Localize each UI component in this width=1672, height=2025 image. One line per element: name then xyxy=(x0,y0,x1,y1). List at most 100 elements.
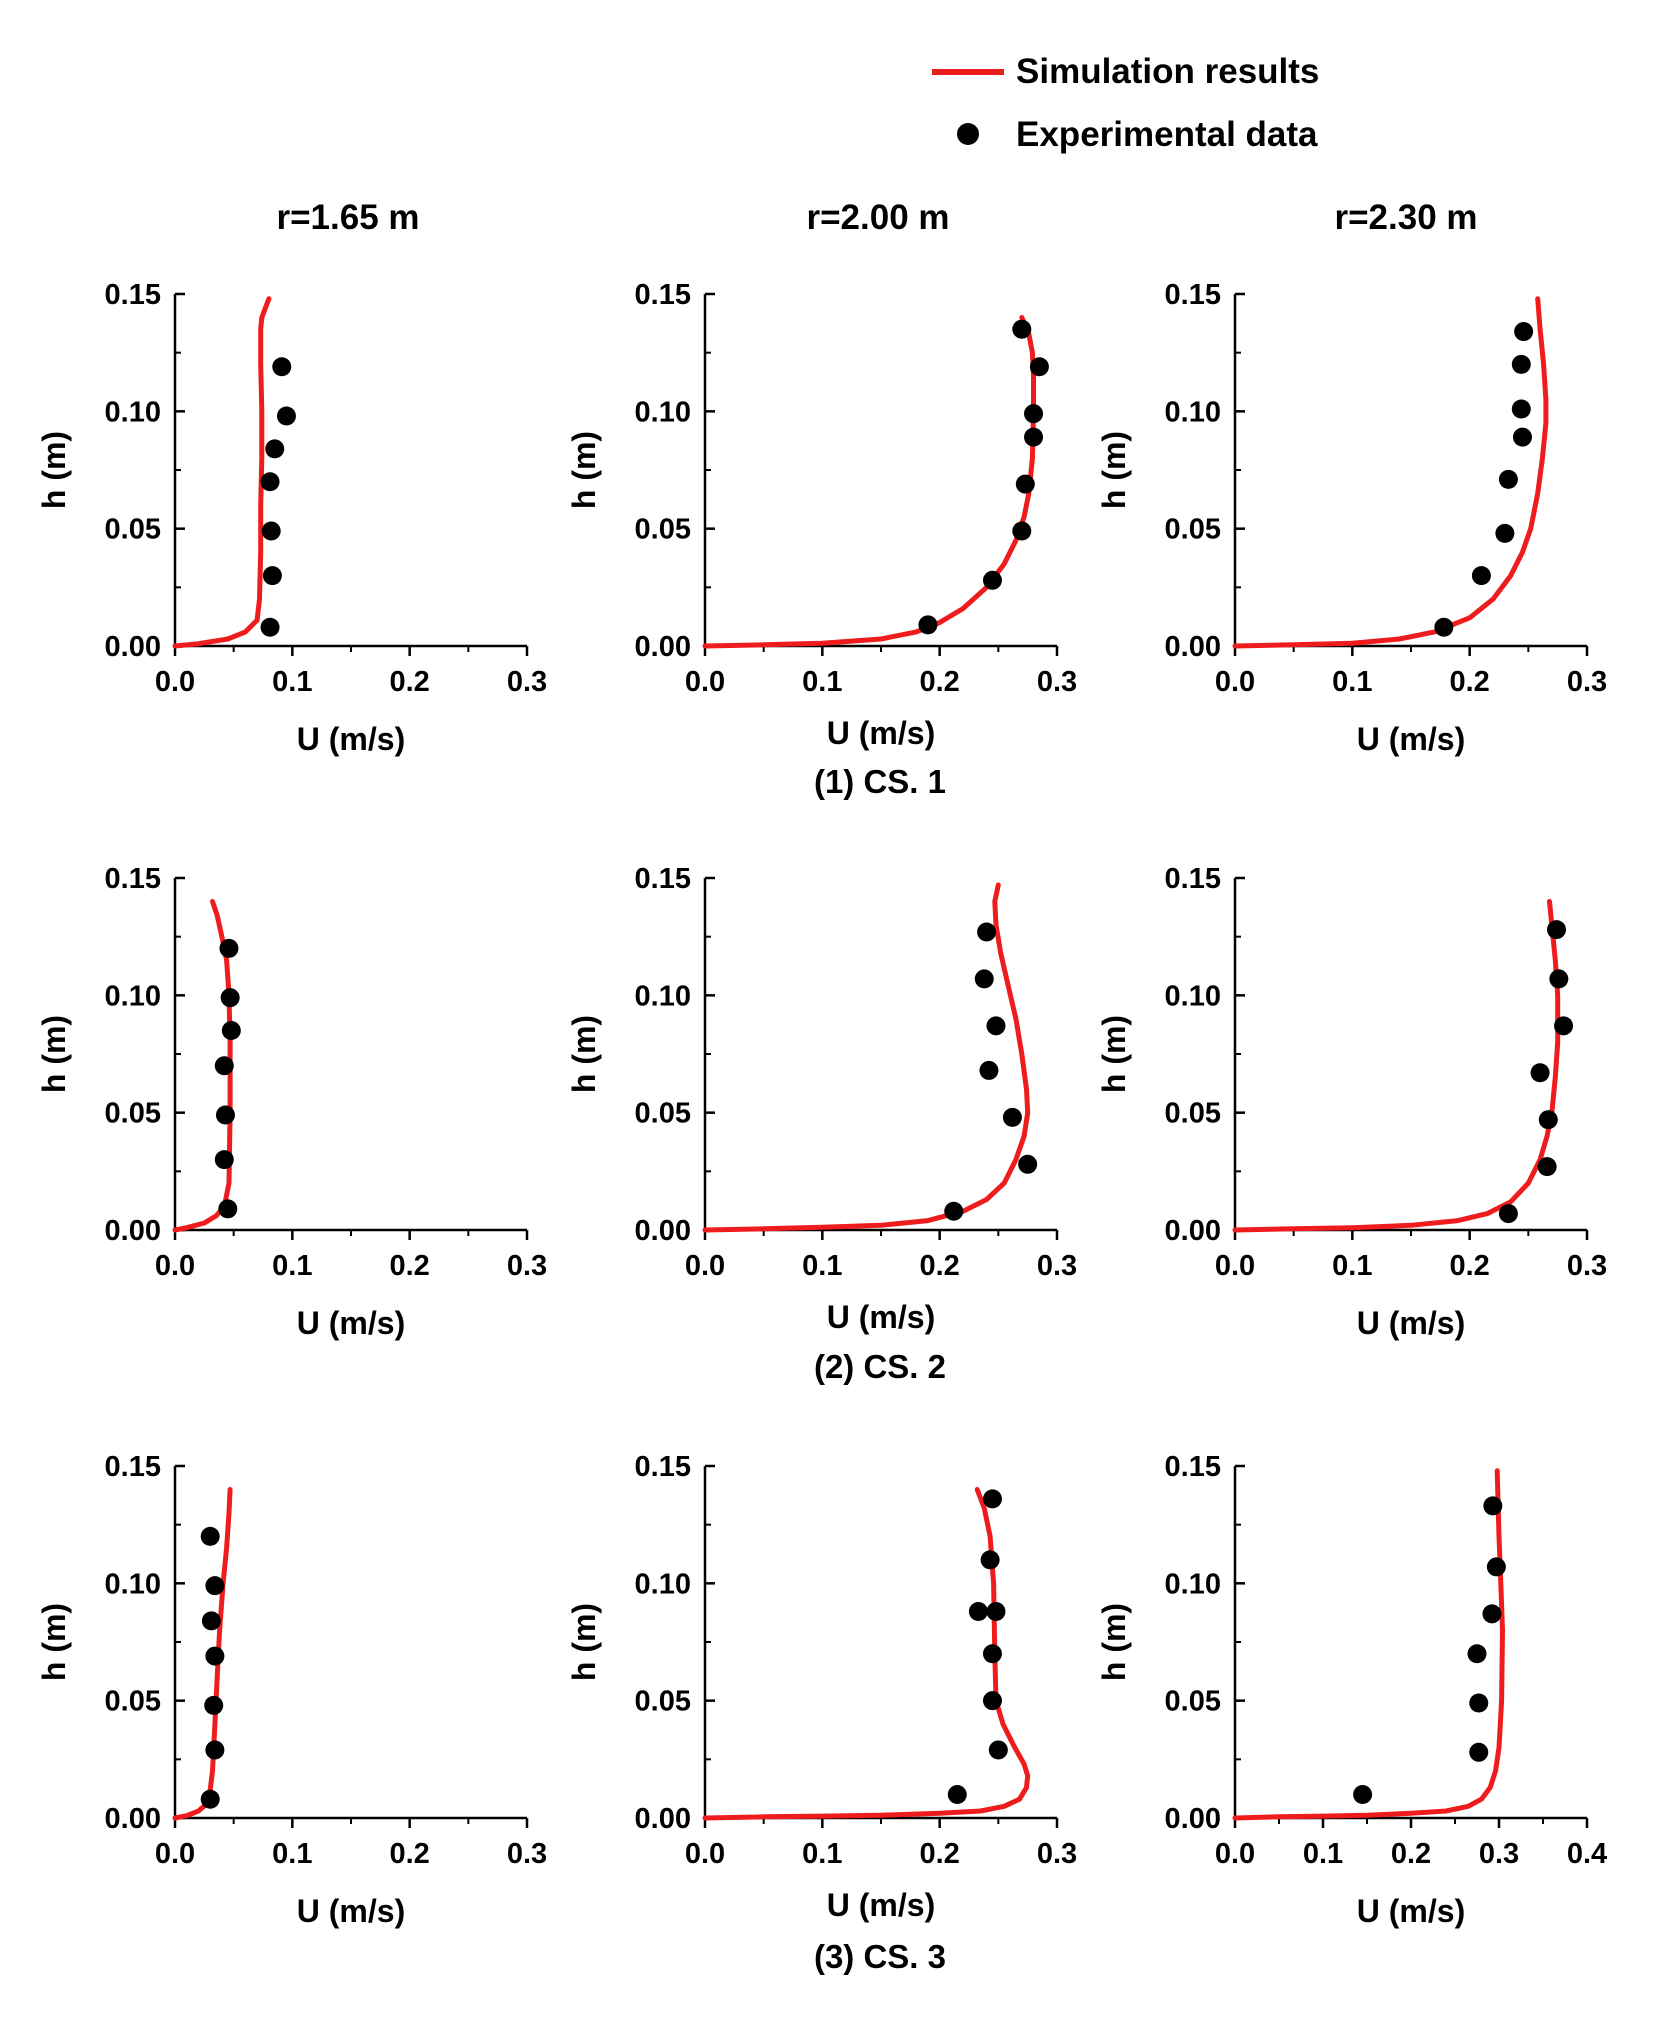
plot-cs3-r165: 0.0 0.1 0.2 0.3 0.00 0.05 0.10 0.15 U (m/s) h (m) xyxy=(36,1451,547,1929)
y-tick-label: 0.10 xyxy=(1165,1568,1221,1600)
experimental-point xyxy=(1012,521,1032,541)
simulation-line xyxy=(702,882,1031,1233)
y-axis-label: h (m) xyxy=(36,431,72,509)
y-tick-label: 0.15 xyxy=(1165,863,1221,895)
experimental-point xyxy=(1434,617,1454,637)
simulation-line xyxy=(172,1487,233,1821)
experimental-point xyxy=(1018,1154,1038,1174)
y-tick-label: 0.00 xyxy=(105,1803,161,1835)
y-tick-label: 0.05 xyxy=(1165,1098,1221,1130)
x-tick-label: 0.1 xyxy=(272,1250,312,1282)
row-caption-cs2: (2) CS. 2 xyxy=(814,1348,946,1385)
y-tick-label: 0.10 xyxy=(635,396,691,428)
x-tick-label: 0.3 xyxy=(1037,666,1077,698)
experimental-point xyxy=(1495,523,1515,543)
experimental-point xyxy=(1471,566,1491,586)
simulation-line xyxy=(1232,296,1549,649)
experimental-point xyxy=(974,969,994,989)
experimental-point xyxy=(204,1695,224,1715)
experimental-point xyxy=(986,1601,1006,1621)
x-tick-label: 0.3 xyxy=(1567,1250,1607,1282)
x-axis-label: U (m/s) xyxy=(297,721,405,757)
y-tick-label: 0.10 xyxy=(635,980,691,1012)
x-tick-label: 0.3 xyxy=(507,666,547,698)
x-tick-label: 0.0 xyxy=(1215,666,1255,698)
y-tick-label: 0.00 xyxy=(635,1803,691,1835)
experimental-point xyxy=(986,1016,1006,1036)
plot-cs3-r230: 0.0 0.1 0.2 0.3 0.4 0.00 0.05 0.10 0.15 U (m/s) h … xyxy=(1096,1451,1607,1929)
x-tick-label: 0.3 xyxy=(1037,1838,1077,1870)
x-tick-label: 0.1 xyxy=(1332,666,1372,698)
x-axis-label: U (m/s) xyxy=(1357,1893,1465,1929)
experimental-point xyxy=(260,617,280,637)
x-axis-label: U (m/s) xyxy=(1357,1305,1465,1341)
experimental-point xyxy=(1002,1107,1022,1127)
experimental-point xyxy=(260,472,280,492)
experimental-point xyxy=(201,1611,221,1631)
y-tick-label: 0.05 xyxy=(1165,1686,1221,1718)
x-tick-label: 0.2 xyxy=(1391,1838,1431,1870)
x-tick-label: 0.3 xyxy=(1037,1250,1077,1282)
experimental-point xyxy=(979,1060,999,1080)
experimental-point xyxy=(215,1105,235,1125)
experimental-point xyxy=(261,521,281,541)
experimental-point xyxy=(1538,1110,1558,1130)
x-tick-label: 0.0 xyxy=(685,1250,725,1282)
experimental-point xyxy=(221,1021,241,1041)
experimental-point xyxy=(1546,920,1566,940)
experimental-point xyxy=(200,1789,220,1809)
experimental-point xyxy=(982,1489,1002,1509)
experimental-point xyxy=(205,1576,225,1596)
y-tick-label: 0.05 xyxy=(635,1686,691,1718)
x-tick-label: 0.1 xyxy=(272,666,312,698)
experimental-point xyxy=(1353,1785,1373,1805)
y-tick-label: 0.00 xyxy=(635,1215,691,1247)
y-tick-label: 0.15 xyxy=(635,863,691,895)
y-tick-label: 0.15 xyxy=(635,1451,691,1483)
column-title-r165: r=1.65 m xyxy=(276,198,419,237)
experimental-point xyxy=(947,1785,967,1805)
experimental-point xyxy=(1514,322,1534,342)
x-tick-label: 0.1 xyxy=(1332,1250,1372,1282)
column-title-r230: r=2.30 m xyxy=(1334,198,1477,237)
plot-cs1-r165: 0.0 0.1 0.2 0.3 0.00 0.05 0.10 0.15 U (m/s) h (m) xyxy=(36,279,547,757)
x-tick-label: 0.1 xyxy=(802,666,842,698)
x-axis-label: U (m/s) xyxy=(827,715,935,751)
y-tick-label: 0.05 xyxy=(1165,514,1221,546)
experimental-point xyxy=(977,922,997,942)
y-axis-label: h (m) xyxy=(36,1015,72,1093)
experimental-point xyxy=(265,439,285,459)
x-tick-label: 0.2 xyxy=(920,1250,960,1282)
column-title-r200: r=2.00 m xyxy=(806,198,949,237)
y-tick-label: 0.00 xyxy=(1165,631,1221,663)
x-tick-label: 0.2 xyxy=(390,1838,430,1870)
y-tick-label: 0.15 xyxy=(635,279,691,311)
experimental-point xyxy=(1511,399,1531,419)
y-tick-label: 0.00 xyxy=(635,631,691,663)
x-tick-label: 0.0 xyxy=(1215,1250,1255,1282)
simulation-line xyxy=(1232,1468,1505,1821)
x-tick-label: 0.1 xyxy=(802,1250,842,1282)
experimental-point xyxy=(1482,1604,1502,1624)
y-tick-label: 0.10 xyxy=(1165,980,1221,1012)
experimental-point xyxy=(1554,1016,1574,1036)
x-tick-label: 0.1 xyxy=(802,1838,842,1870)
y-tick-label: 0.00 xyxy=(105,631,161,663)
y-tick-label: 0.15 xyxy=(1165,1451,1221,1483)
y-tick-label: 0.10 xyxy=(1165,396,1221,428)
y-tick-label: 0.10 xyxy=(105,980,161,1012)
y-tick-label: 0.05 xyxy=(105,1098,161,1130)
experimental-point xyxy=(219,938,239,958)
experimental-point xyxy=(1015,474,1035,494)
experimental-point xyxy=(218,1199,238,1219)
y-tick-label: 0.00 xyxy=(105,1215,161,1247)
y-tick-label: 0.05 xyxy=(105,514,161,546)
experimental-point xyxy=(1024,404,1044,424)
legend: Simulation results Experimental data xyxy=(932,52,1319,154)
x-tick-label: 0.2 xyxy=(390,666,430,698)
experimental-point xyxy=(982,1691,1002,1711)
y-tick-label: 0.15 xyxy=(105,863,161,895)
x-tick-label: 0.2 xyxy=(920,666,960,698)
y-axis-label: h (m) xyxy=(566,1015,602,1093)
